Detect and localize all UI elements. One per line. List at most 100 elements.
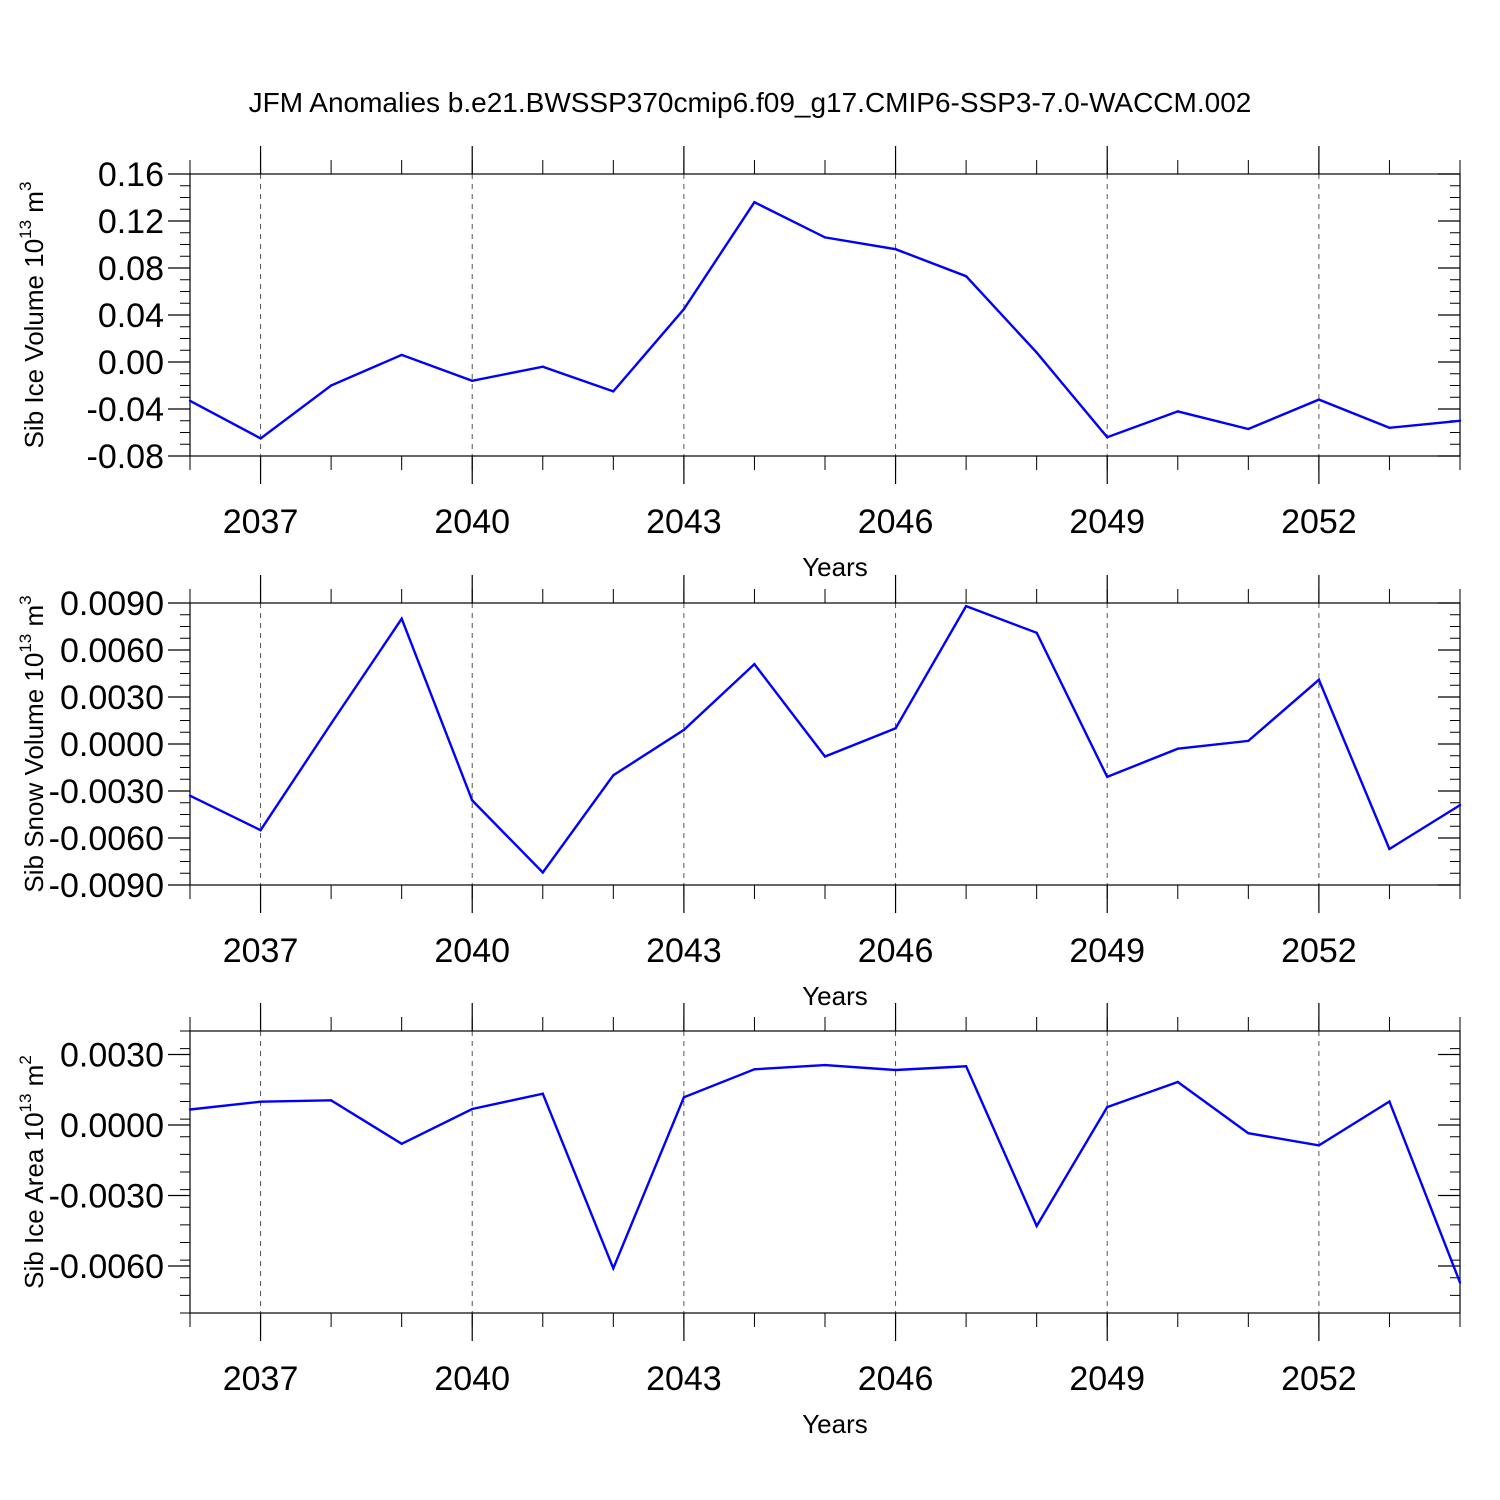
data-point [541, 1092, 544, 1095]
data-point [1458, 803, 1462, 807]
x-tick-label: 2040 [434, 503, 510, 541]
y-tick-label: -0.0030 [49, 1178, 164, 1216]
data-point [682, 728, 686, 732]
plot-frame [189, 602, 1461, 886]
y-axis-label: Sib Ice Volume 1013 m3 [16, 182, 49, 449]
data-point [1106, 436, 1109, 439]
y-tick-label: 0.00 [98, 344, 164, 382]
plot-frame [189, 173, 1461, 457]
data-point [612, 774, 615, 777]
x-axis-label: Years [802, 981, 868, 1011]
data-point [541, 365, 544, 368]
y-tick-label: 0.0030 [60, 1037, 164, 1075]
y-tick-label: -0.0060 [49, 820, 164, 858]
data-point [1247, 427, 1250, 431]
data-point [1388, 426, 1391, 429]
data-point [188, 1108, 192, 1111]
data-point [1388, 1100, 1391, 1103]
data-point [964, 1065, 968, 1068]
data-point [259, 1100, 262, 1103]
y-tick-label: 0.08 [98, 250, 164, 288]
x-tick-label: 2046 [858, 503, 934, 541]
x-tick-label: 2037 [223, 932, 299, 970]
data-point [329, 722, 333, 725]
plot-frame [189, 1030, 1461, 1314]
data-point [471, 379, 474, 382]
data-point [259, 437, 262, 440]
data-point [823, 236, 827, 239]
y-tick-label: -0.0030 [49, 773, 164, 811]
data-point [541, 871, 544, 874]
data-point [259, 828, 262, 832]
y-tick-label: 0.0090 [60, 585, 164, 623]
y-tick-label: 0.0000 [60, 1107, 164, 1145]
data-point [1035, 631, 1038, 634]
data-point [1317, 678, 1321, 681]
data-point [400, 617, 403, 620]
data-point [894, 727, 897, 730]
y-tick-label: -0.0090 [49, 867, 164, 905]
chart-panel-1: -0.08 -0.04 0.00 0.04 0.08 0.12 0.16 2037 2040 20… [16, 146, 1462, 582]
panels: -0.08 -0.04 0.00 0.04 0.08 0.12 0.16 2037 2040 20… [16, 146, 1462, 1439]
data-point [188, 399, 192, 402]
x-tick-label: 2052 [1281, 1360, 1357, 1398]
y-tick-label: 0.0060 [60, 632, 164, 670]
data-point [823, 1063, 827, 1067]
data-point [1317, 398, 1321, 401]
data-point [1176, 747, 1179, 750]
x-tick-label: 2046 [858, 932, 934, 970]
data-point [1247, 1132, 1250, 1135]
data-point [964, 604, 968, 608]
y-tick-label: 0.04 [98, 297, 164, 335]
x-tick-label: 2040 [434, 932, 510, 970]
x-tick-label: 2049 [1069, 1360, 1145, 1398]
y-tick-label: 0.0030 [60, 679, 164, 717]
data-point [1458, 419, 1462, 422]
x-axis-label: Years [802, 1409, 868, 1439]
x-tick-label: 2043 [646, 1360, 722, 1398]
figure-title: JFM Anomalies b.e21.BWSSP370cmip6.f09_g1… [249, 87, 1252, 118]
data-point [1176, 410, 1179, 413]
data-point [329, 1099, 333, 1102]
y-tick-label: -0.04 [87, 391, 165, 429]
y-axis-label: Sib Snow Volume 1013 m3 [16, 595, 49, 892]
data-point [753, 662, 756, 666]
data-point [612, 390, 615, 393]
y-tick-label: 0.12 [98, 203, 164, 241]
x-tick-label: 2049 [1069, 503, 1145, 541]
x-tick-label: 2049 [1069, 932, 1145, 970]
x-tick-label: 2037 [223, 503, 299, 541]
data-point [1035, 351, 1038, 354]
y-axis-label: Sib Ice Area 1013 m2 [16, 1055, 49, 1289]
x-tick-label: 2052 [1281, 503, 1357, 541]
data-point [329, 384, 333, 387]
data-point [1035, 1224, 1038, 1228]
data-point [188, 794, 192, 797]
y-tick-label: 0.16 [98, 156, 164, 194]
x-tick-label: 2043 [646, 932, 722, 970]
data-point [471, 799, 474, 802]
data-point [1317, 1144, 1321, 1147]
chart-panel-2: -0.0090 -0.0060 -0.0030 0.0000 0.0030 0.0060 0… [16, 575, 1462, 1011]
data-point [1458, 1281, 1462, 1284]
data-point [823, 755, 827, 758]
data-point [1247, 739, 1250, 743]
data-point [400, 1142, 403, 1146]
data-point [1388, 847, 1391, 851]
data-point [894, 1068, 897, 1072]
data-point [1106, 1105, 1109, 1109]
data-point [612, 1267, 615, 1270]
x-tick-label: 2046 [858, 1360, 934, 1398]
y-tick-label: -0.0060 [49, 1248, 164, 1286]
data-point [471, 1107, 474, 1111]
data-point [964, 275, 968, 278]
data-point [1176, 1080, 1179, 1084]
data-point [1106, 775, 1109, 779]
x-tick-label: 2043 [646, 503, 722, 541]
data-point [400, 353, 403, 357]
chart-panel-3: -0.0060 -0.0030 0.0000 0.0030 2037 2040 2043 20… [16, 1003, 1462, 1439]
x-tick-label: 2037 [223, 1360, 299, 1398]
x-tick-label: 2040 [434, 1360, 510, 1398]
x-tick-label: 2052 [1281, 932, 1357, 970]
